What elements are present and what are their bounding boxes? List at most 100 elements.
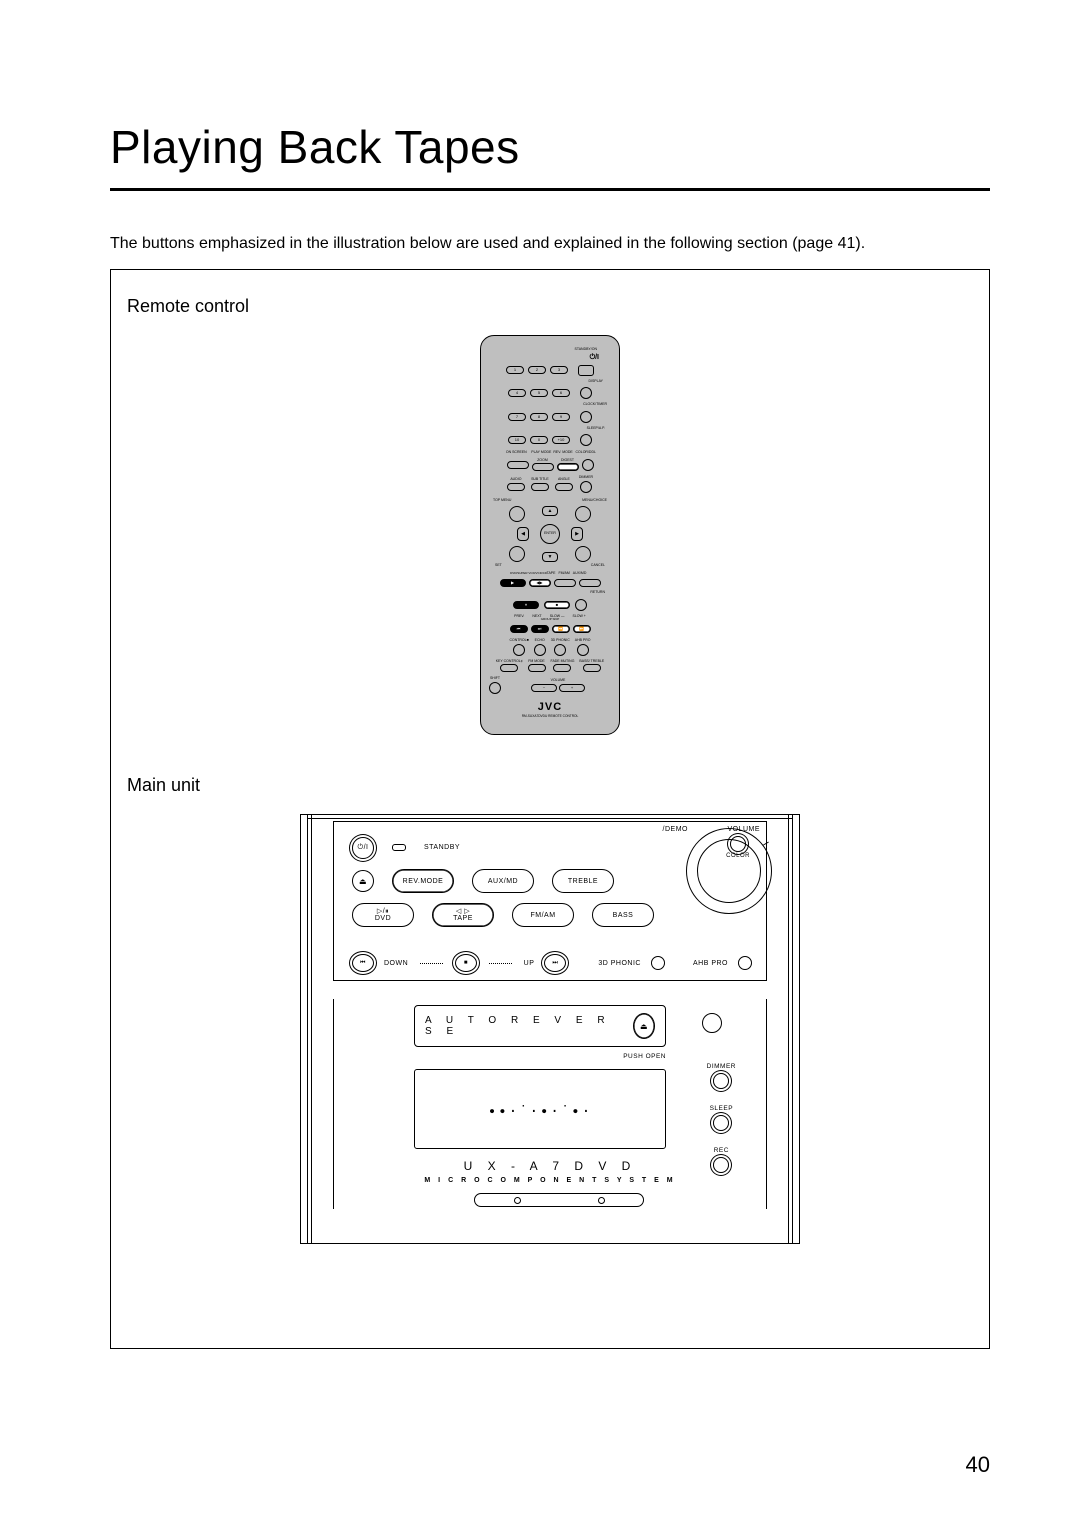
unit-auxmd-button[interactable]: AUX/MD <box>472 869 534 893</box>
digit-plus10-button[interactable]: +10 <box>552 436 570 444</box>
power-glyph: ⏻/I <box>590 354 599 361</box>
digit-1-button[interactable]: 1 <box>506 366 524 374</box>
set-button[interactable] <box>509 546 525 562</box>
ahbpro-button[interactable] <box>577 644 589 656</box>
shift-label: SHIFT <box>490 677 500 681</box>
unit-dimmer-button[interactable] <box>713 1073 729 1089</box>
3dphonic-label: 3D PHONIC <box>551 639 570 643</box>
disc-slot[interactable] <box>474 1193 644 1207</box>
volume-down-button[interactable]: − <box>531 684 557 692</box>
digit-5-button[interactable]: 5 <box>530 389 548 397</box>
tape-source-label: TAPE <box>547 572 556 576</box>
unit-dvd-button[interactable]: ▷/⏸ DVD <box>352 903 414 927</box>
dvd-source-button[interactable]: ▶ <box>500 579 526 587</box>
dpad-right-button[interactable]: ▶ <box>571 527 583 541</box>
3dphonic-unit-label: 3D PHONIC <box>598 960 641 967</box>
unit-stop-button[interactable]: ■ <box>455 954 477 972</box>
enter-button[interactable]: ENTER <box>540 524 560 544</box>
unit-revmode-button[interactable]: REV.MODE <box>392 869 454 893</box>
rev-mode-button[interactable] <box>557 463 579 471</box>
key-control-button[interactable] <box>500 664 518 672</box>
digit-3-button[interactable]: 3 <box>550 366 568 374</box>
angle-button[interactable] <box>555 483 573 491</box>
sleep-button[interactable] <box>580 434 592 446</box>
title-rule <box>110 188 990 191</box>
display-wave: ∙∙·˙·∙·˙∙· <box>488 1104 592 1120</box>
unit-fmam-button[interactable]: FM/AM <box>512 903 574 927</box>
unit-treble-button[interactable]: TREBLE <box>552 869 614 893</box>
intro-text: The buttons emphasized in the illustrati… <box>110 235 990 253</box>
pause-button[interactable]: ⏸ <box>513 601 539 609</box>
ahbpro-unit-label: AHB PRO <box>693 960 728 967</box>
on-screen-button[interactable] <box>507 461 529 469</box>
group-skip-label: GROUP SKIP <box>541 618 560 621</box>
dvd-source-label: DVD/SUPER VCD/VCD/CD <box>510 572 547 575</box>
unit-top-panel: /DEMO VOLUME ⏻/I STANDBY COLOR ⏏ REV.MOD… <box>333 821 767 981</box>
digit-8-button[interactable]: 8 <box>530 413 548 421</box>
unit-ahbpro-button[interactable] <box>738 956 752 970</box>
unit-power-button[interactable]: ⏻/I <box>352 837 374 859</box>
tape-source-button[interactable]: ◀▶ <box>529 579 551 587</box>
system-label: M I C R O C O M P O N E N T S Y S T E M <box>334 1177 766 1184</box>
auxmd-source-button[interactable] <box>579 579 601 587</box>
dpad-up-button[interactable]: ▲ <box>542 506 558 516</box>
side-controls: DIMMER SLEEP REC <box>707 1063 736 1173</box>
standby-led <box>392 844 406 851</box>
unit-3dphonic-button[interactable] <box>651 956 665 970</box>
sleep-unit-label: SLEEP <box>710 1105 733 1112</box>
unit-eject-button[interactable]: ⏏ <box>352 870 374 892</box>
fmam-source-button[interactable] <box>554 579 576 587</box>
auxmd-source-label: AUX/MD <box>573 572 587 576</box>
unit-sleep-button[interactable] <box>713 1115 729 1131</box>
rew-button[interactable]: ⏪ <box>552 625 570 633</box>
unit-tape-button[interactable]: ◁ ▷ TAPE <box>432 903 494 927</box>
unit-up-button[interactable]: ⏭ <box>544 954 566 972</box>
next-button[interactable]: ⏭ <box>531 625 549 633</box>
unit-down-button[interactable]: ⏮ <box>352 954 374 972</box>
tv-button[interactable] <box>578 365 594 376</box>
color-ddl-button[interactable] <box>582 459 594 471</box>
audio-button[interactable] <box>507 483 525 491</box>
fmam-source-label: FM/AM <box>558 572 569 576</box>
fm-mode-button[interactable] <box>528 664 546 672</box>
dimmer-unit-label: DIMMER <box>707 1063 736 1070</box>
cancel-button[interactable] <box>575 546 591 562</box>
digit-9-button[interactable]: 9 <box>552 413 570 421</box>
top-menu-button[interactable] <box>509 506 525 522</box>
zoom-button[interactable] <box>532 463 554 471</box>
digit-6-button[interactable]: 6 <box>552 389 570 397</box>
3dphonic-button[interactable] <box>554 644 566 656</box>
echo-button[interactable] <box>534 644 546 656</box>
return-button[interactable] <box>575 599 587 611</box>
return-label: RETURN <box>590 591 605 595</box>
ff-button[interactable]: ⏩ <box>573 625 591 633</box>
dimmer-button[interactable] <box>580 481 592 493</box>
tape-eject-button[interactable]: ⏏ <box>633 1013 655 1039</box>
manual-page: Playing Back Tapes The buttons emphasize… <box>0 0 1080 1528</box>
display-panel: ∙∙·˙·∙·˙∙· <box>414 1069 666 1149</box>
dpad-left-button[interactable]: ◀ <box>517 527 529 541</box>
standby-label: STANDBY <box>424 844 460 851</box>
volume-up-button[interactable]: + <box>559 684 585 692</box>
prev-button[interactable]: ⏮ <box>510 625 528 633</box>
shift-button[interactable] <box>489 682 501 694</box>
fade-muting-button[interactable] <box>553 664 571 672</box>
up-label: UP <box>524 960 535 967</box>
on-screen-label: ON SCREEN <box>503 451 529 455</box>
bass-treble-button[interactable] <box>583 664 601 672</box>
digit-0-button[interactable]: 0 <box>530 436 548 444</box>
menu-button[interactable] <box>575 506 591 522</box>
digit-4-button[interactable]: 4 <box>508 389 526 397</box>
stop-button[interactable]: ■ <box>544 601 570 609</box>
control-button[interactable] <box>513 644 525 656</box>
digit-10-button[interactable]: 10 <box>508 436 526 444</box>
digit-2-button[interactable]: 2 <box>528 366 546 374</box>
volume-knob[interactable] <box>686 828 772 914</box>
clock-timer-button[interactable] <box>580 411 592 423</box>
unit-bass-button[interactable]: BASS <box>592 903 654 927</box>
display-button[interactable] <box>580 387 592 399</box>
subtitle-button[interactable] <box>531 483 549 491</box>
digit-7-button[interactable]: 7 <box>508 413 526 421</box>
headphone-jack[interactable] <box>702 1013 722 1033</box>
dpad-down-button[interactable]: ▼ <box>542 552 558 562</box>
